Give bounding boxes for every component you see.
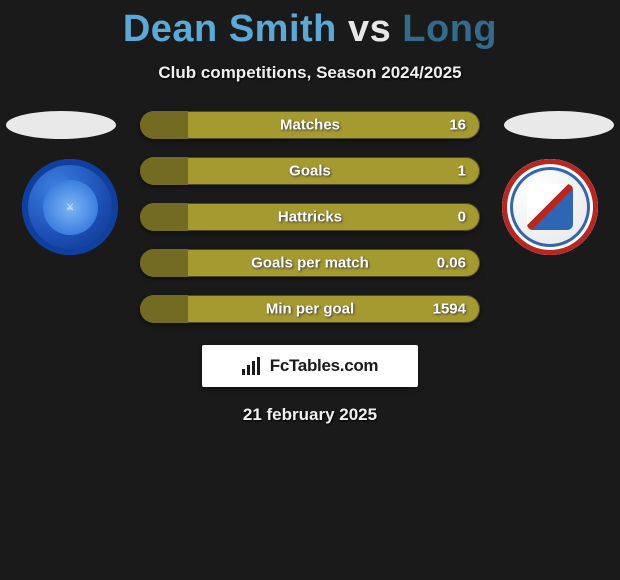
- stat-label: Goals: [289, 163, 331, 180]
- stat-bar: Min per goal 1594: [140, 295, 480, 323]
- stat-bar-fill: [140, 111, 188, 139]
- shield-icon: [527, 184, 573, 230]
- player2-club-crest: [502, 159, 598, 255]
- player2-base-oval: [504, 111, 614, 139]
- brand-badge[interactable]: FcTables.com: [202, 345, 418, 387]
- vs-label: vs: [348, 8, 391, 50]
- stat-bar-fill: [140, 249, 188, 277]
- stat-label: Goals per match: [251, 255, 369, 272]
- bar-chart-icon: [242, 357, 264, 375]
- stat-bar-fill: [140, 203, 188, 231]
- stat-bar: Hattricks 0: [140, 203, 480, 231]
- player1-base-oval: [6, 111, 116, 139]
- stat-bar: Goals per match 0.06: [140, 249, 480, 277]
- player1-club-crest: ⚔: [22, 159, 118, 255]
- stat-value: 1: [458, 163, 466, 180]
- stat-bar: Goals 1: [140, 157, 480, 185]
- stat-label: Min per goal: [266, 301, 354, 318]
- stat-label: Matches: [280, 117, 340, 134]
- stat-value: 1594: [433, 301, 466, 318]
- stat-bar-fill: [140, 157, 188, 185]
- page-title: Dean Smith vs Long: [0, 0, 620, 51]
- stat-bar-fill: [140, 295, 188, 323]
- brand-text: FcTables.com: [270, 356, 379, 376]
- stat-bar: Matches 16: [140, 111, 480, 139]
- stat-label: Hattricks: [278, 209, 342, 226]
- shield-icon: ⚔: [43, 180, 98, 235]
- date-label: 21 february 2025: [0, 405, 620, 425]
- comparison-stage: ⚔ Matches 16 Goals 1 Hattricks 0 Goals per mat…: [0, 111, 620, 323]
- player2-name: Long: [402, 8, 497, 50]
- stat-value: 0: [458, 209, 466, 226]
- subtitle: Club competitions, Season 2024/2025: [0, 63, 620, 83]
- player1-name: Dean Smith: [123, 8, 337, 50]
- stat-value: 16: [449, 117, 466, 134]
- stat-bars: Matches 16 Goals 1 Hattricks 0 Goals per match…: [140, 111, 480, 323]
- stat-value: 0.06: [437, 255, 466, 272]
